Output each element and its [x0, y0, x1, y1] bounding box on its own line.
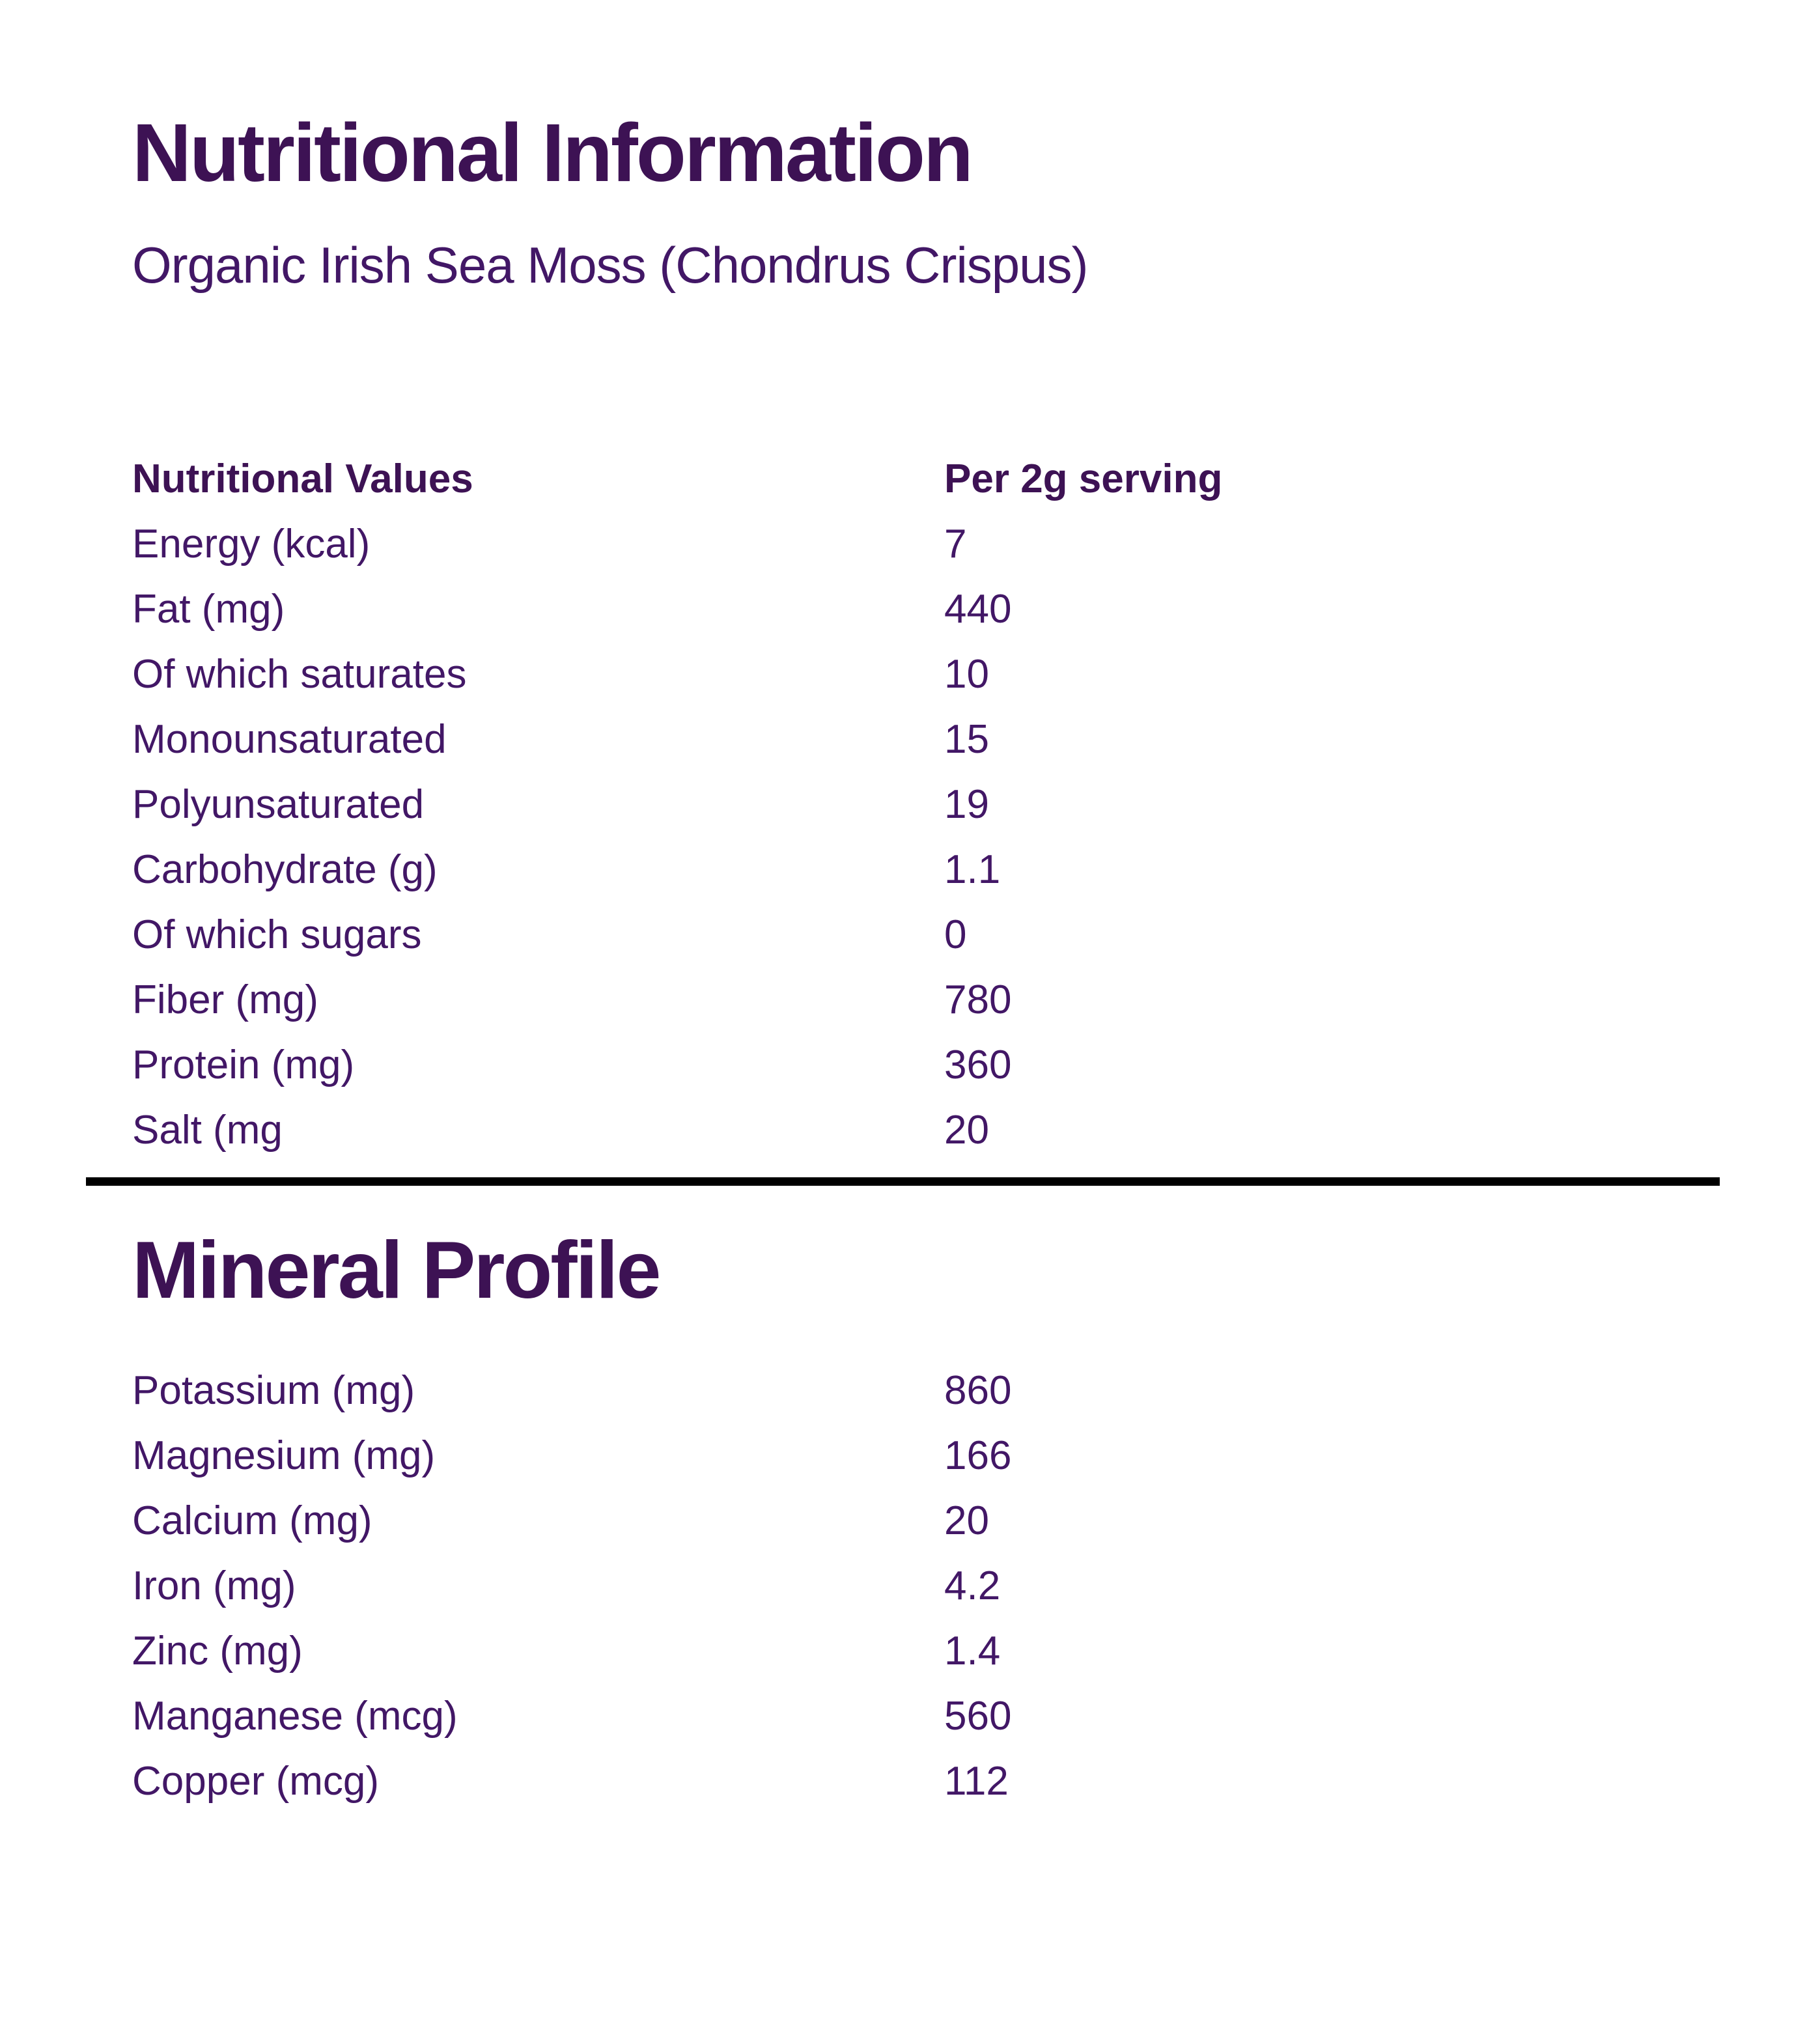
mineral-value: 860: [944, 1367, 1012, 1413]
table-row: Carbohydrate (g) 1.1: [132, 837, 1597, 902]
nutrient-value: 20: [944, 1107, 989, 1153]
table-row: Monounsaturated 15: [132, 707, 1597, 772]
section-divider: [86, 1177, 1720, 1186]
table-row: Salt (mg 20: [132, 1097, 1597, 1162]
table-row: Potassium (mg) 860: [132, 1358, 1597, 1423]
nutrient-label: Monounsaturated: [132, 716, 447, 762]
nutrient-value: 10: [944, 651, 989, 697]
nutrient-value: 15: [944, 716, 989, 762]
mineral-label: Calcium (mg): [132, 1498, 372, 1543]
table-row: Polyunsaturated 19: [132, 772, 1597, 837]
table-header-value: Per 2g serving: [944, 456, 1223, 501]
nutrient-value: 0: [944, 912, 967, 957]
mineral-value: 1.4: [944, 1628, 1001, 1673]
nutrient-label: Of which sugars: [132, 912, 422, 957]
mineral-value: 112: [944, 1758, 1009, 1804]
table-row: Manganese (mcg) 560: [132, 1683, 1597, 1748]
nutrient-value: 1.1: [944, 847, 1001, 892]
table-row: Fiber (mg) 780: [132, 967, 1597, 1032]
mineral-label: Iron (mg): [132, 1563, 296, 1608]
table-row: Of which saturates 10: [132, 641, 1597, 707]
nutrient-value: 360: [944, 1042, 1012, 1087]
nutrient-value: 7: [944, 521, 967, 567]
table-row: Fat (mg) 440: [132, 576, 1597, 641]
product-subtitle: Organic Irish Sea Moss (Chondrus Crispus…: [132, 236, 1089, 294]
mineral-label: Copper (mcg): [132, 1758, 379, 1804]
nutrient-label: Protein (mg): [132, 1042, 355, 1087]
nutrient-label: Carbohydrate (g): [132, 847, 438, 892]
nutrient-label: Fat (mg): [132, 586, 285, 632]
nutrient-value: 440: [944, 586, 1012, 632]
table-row: Copper (mcg) 112: [132, 1748, 1597, 1813]
nutrient-label: Energy (kcal): [132, 521, 371, 567]
mineral-value: 560: [944, 1693, 1012, 1739]
nutrient-value: 19: [944, 781, 989, 827]
table-row: Calcium (mg) 20: [132, 1488, 1597, 1553]
mineral-profile-title: Mineral Profile: [132, 1225, 661, 1315]
nutrient-value: 780: [944, 977, 1012, 1022]
mineral-profile-table: Potassium (mg) 860 Magnesium (mg) 166 Ca…: [132, 1358, 1597, 1813]
nutritional-values-table: Nutritional Values Per 2g serving Energy…: [132, 446, 1597, 1162]
mineral-label: Magnesium (mg): [132, 1433, 436, 1478]
mineral-label: Potassium (mg): [132, 1367, 415, 1413]
table-row: Magnesium (mg) 166: [132, 1423, 1597, 1488]
mineral-value: 166: [944, 1433, 1012, 1478]
table-row: Energy (kcal) 7: [132, 511, 1597, 576]
table-row: Of which sugars 0: [132, 902, 1597, 967]
table-row: Zinc (mg) 1.4: [132, 1618, 1597, 1683]
mineral-value: 20: [944, 1498, 989, 1543]
table-header-label: Nutritional Values: [132, 456, 473, 501]
nutrient-label: Polyunsaturated: [132, 781, 425, 827]
nutrient-label: Of which saturates: [132, 651, 467, 697]
mineral-label: Manganese (mcg): [132, 1693, 458, 1739]
nutrient-label: Fiber (mg): [132, 977, 318, 1022]
table-row: Protein (mg) 360: [132, 1032, 1597, 1097]
table-header-row: Nutritional Values Per 2g serving: [132, 446, 1597, 511]
mineral-label: Zinc (mg): [132, 1628, 303, 1673]
nutrient-label: Salt (mg: [132, 1107, 283, 1153]
page-title: Nutritional Information: [132, 107, 974, 199]
table-row: Iron (mg) 4.2: [132, 1553, 1597, 1618]
mineral-value: 4.2: [944, 1563, 1001, 1608]
